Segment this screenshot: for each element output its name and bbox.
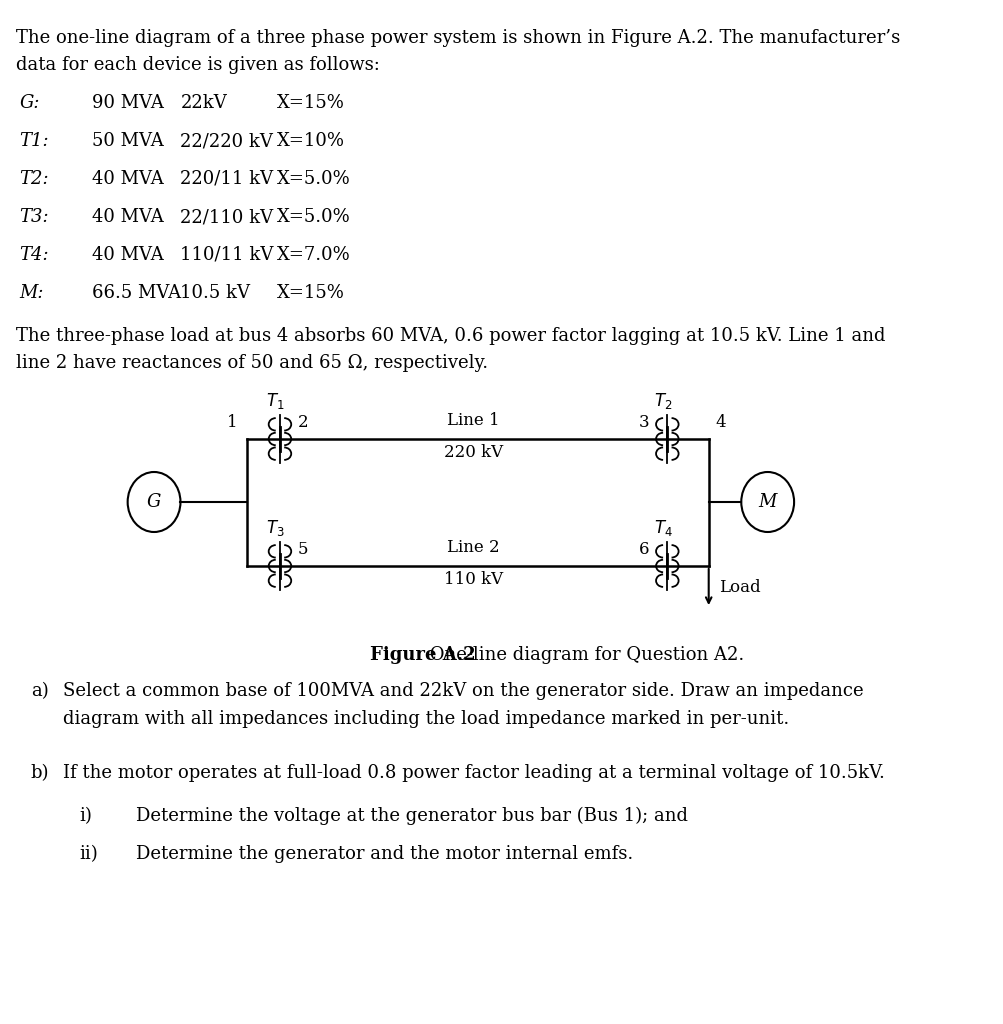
Text: 110 kV: 110 kV — [443, 571, 503, 588]
Text: 40 MVA: 40 MVA — [92, 170, 164, 188]
Text: M:: M: — [19, 284, 44, 302]
Text: X=5.0%: X=5.0% — [277, 208, 351, 226]
Text: 3: 3 — [639, 414, 649, 431]
Text: T3:: T3: — [19, 208, 49, 226]
Text: If the motor operates at full-load 0.8 power factor leading at a terminal voltag: If the motor operates at full-load 0.8 p… — [63, 764, 885, 782]
Text: 66.5 MVA: 66.5 MVA — [92, 284, 182, 302]
Text: 220/11 kV: 220/11 kV — [181, 170, 274, 188]
Text: One-line diagram for Question A2.: One-line diagram for Question A2. — [424, 646, 744, 664]
Text: 6: 6 — [639, 541, 649, 558]
Text: i): i) — [79, 807, 92, 825]
Text: $T_2$: $T_2$ — [653, 391, 671, 411]
Text: G:: G: — [19, 94, 40, 112]
Text: The three-phase load at bus 4 absorbs 60 MVA, 0.6 power factor lagging at 10.5 k: The three-phase load at bus 4 absorbs 60… — [16, 327, 885, 345]
Text: X=10%: X=10% — [277, 132, 345, 150]
Text: Determine the generator and the motor internal emfs.: Determine the generator and the motor in… — [136, 845, 633, 863]
Text: 22/110 kV: 22/110 kV — [181, 208, 274, 226]
Text: T2:: T2: — [19, 170, 49, 188]
Text: Line 2: Line 2 — [447, 539, 499, 556]
Text: X=15%: X=15% — [277, 94, 345, 112]
Text: X=7.0%: X=7.0% — [277, 246, 351, 264]
Text: 40 MVA: 40 MVA — [92, 208, 164, 226]
Text: data for each device is given as follows:: data for each device is given as follows… — [16, 56, 379, 74]
Text: ii): ii) — [79, 845, 98, 863]
Text: $T_4$: $T_4$ — [653, 518, 672, 538]
Text: a): a) — [31, 682, 48, 700]
Text: 10.5 kV: 10.5 kV — [181, 284, 250, 302]
Text: X=15%: X=15% — [277, 284, 345, 302]
Text: G: G — [146, 493, 161, 511]
Text: 220 kV: 220 kV — [443, 444, 503, 461]
Text: 110/11 kV: 110/11 kV — [181, 246, 274, 264]
Text: Load: Load — [718, 579, 760, 596]
Text: T1:: T1: — [19, 132, 49, 150]
Text: line 2 have reactances of 50 and 65 Ω, respectively.: line 2 have reactances of 50 and 65 Ω, r… — [16, 354, 487, 372]
Text: 2: 2 — [297, 414, 308, 431]
Text: $T_1$: $T_1$ — [266, 391, 285, 411]
Text: 4: 4 — [715, 414, 725, 431]
Text: X=5.0%: X=5.0% — [277, 170, 351, 188]
Text: b): b) — [31, 764, 49, 782]
Text: Figure A.2: Figure A.2 — [369, 646, 474, 664]
Text: 22kV: 22kV — [181, 94, 227, 112]
Text: The one-line diagram of a three phase power system is shown in Figure A.2. The m: The one-line diagram of a three phase po… — [16, 29, 900, 47]
Text: 5: 5 — [297, 541, 308, 558]
Text: Line 1: Line 1 — [447, 412, 499, 429]
Text: Determine the voltage at the generator bus bar (Bus 1); and: Determine the voltage at the generator b… — [136, 807, 688, 825]
Text: 40 MVA: 40 MVA — [92, 246, 164, 264]
Text: 1: 1 — [227, 414, 238, 431]
Text: 90 MVA: 90 MVA — [92, 94, 164, 112]
Text: M: M — [757, 493, 776, 511]
Text: 22/220 kV: 22/220 kV — [181, 132, 273, 150]
Text: T4:: T4: — [19, 246, 49, 264]
Text: Select a common base of 100MVA and 22kV on the generator side. Draw an impedance: Select a common base of 100MVA and 22kV … — [63, 682, 864, 700]
Text: diagram with all impedances including the load impedance marked in per-unit.: diagram with all impedances including th… — [63, 710, 788, 728]
Text: 50 MVA: 50 MVA — [92, 132, 164, 150]
Text: $T_3$: $T_3$ — [266, 518, 285, 538]
